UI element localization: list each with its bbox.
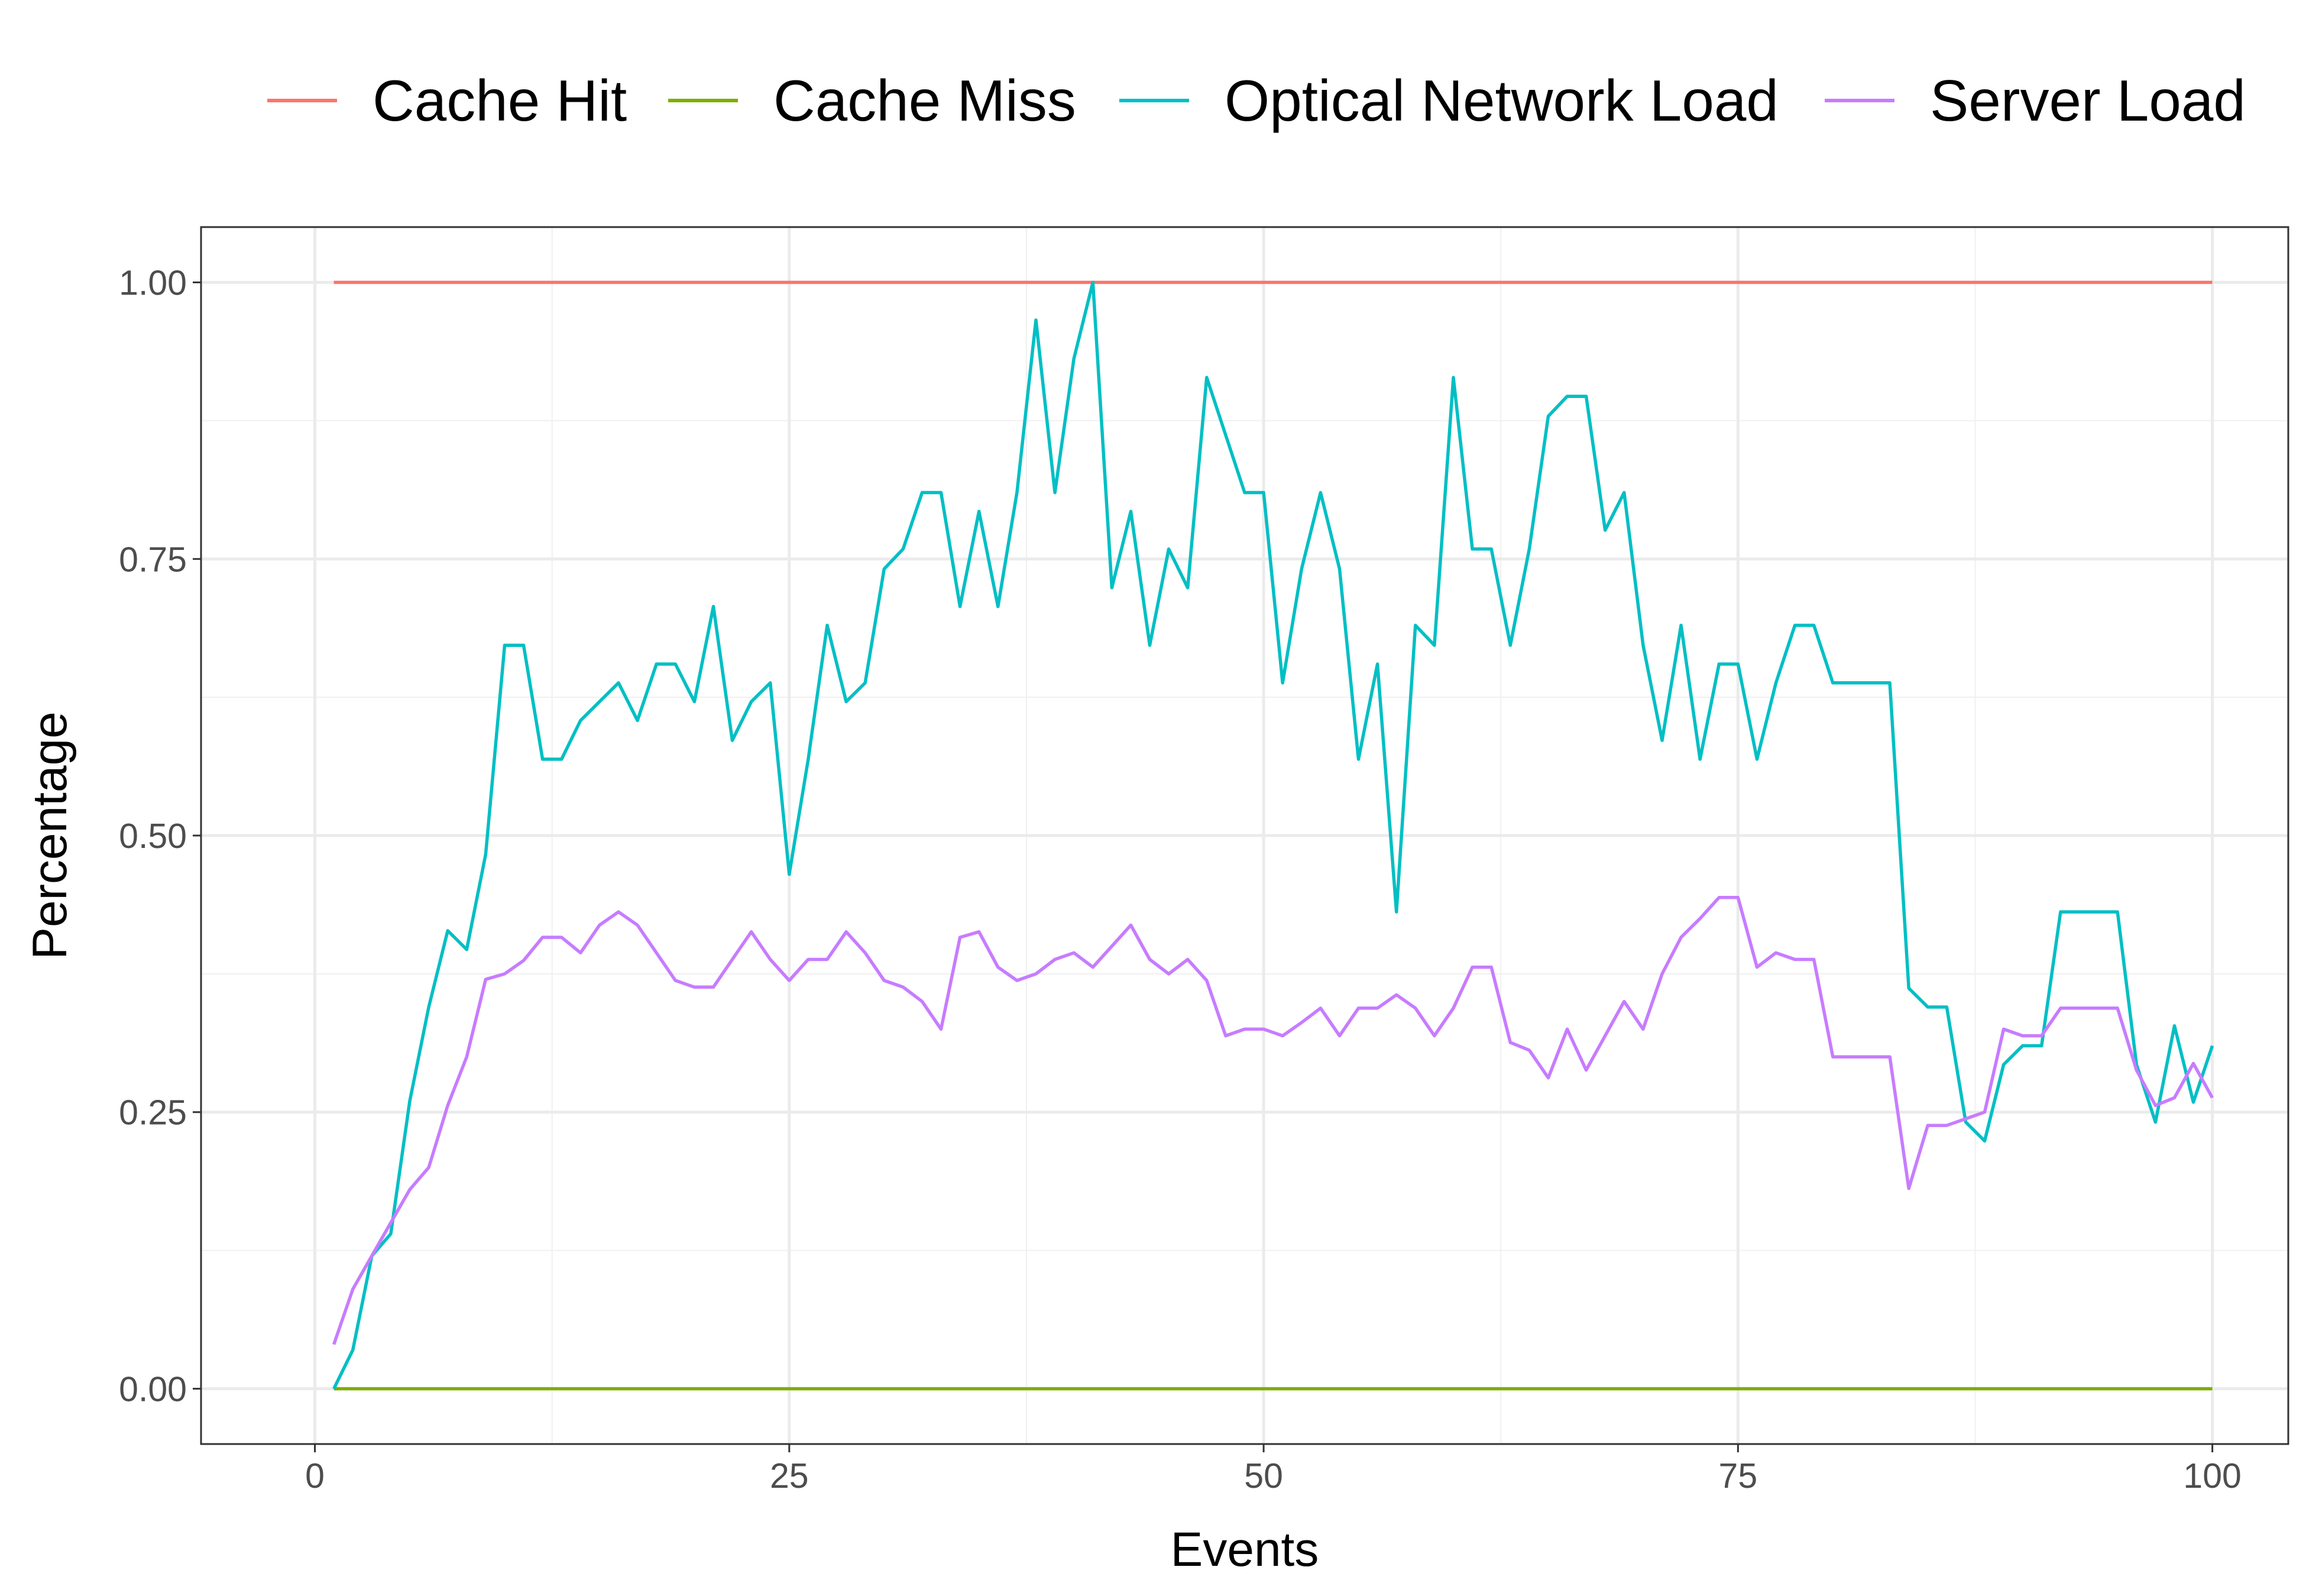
legend: Cache Hit Cache Miss Optical Network Load S… [267,68,2246,133]
x-axis-title: Events [1171,1523,1319,1576]
y-tick-label: 0.75 [119,540,187,579]
series-lines [332,280,2214,1391]
series-line-server-load [332,896,2214,1345]
x-tick-label: 0 [305,1456,325,1495]
y-tick-label: 1.00 [119,264,187,303]
x-tick-label: 25 [770,1456,809,1495]
legend-label-server-load: Server Load [1930,68,2246,133]
y-tick-label: 0.25 [119,1093,187,1132]
x-axis: 0 25 50 75 100 [305,1444,2242,1495]
x-tick-label: 100 [2183,1456,2241,1495]
legend-label-cache-miss: Cache Miss [773,68,1076,133]
legend-label-cache-hit: Cache Hit [373,68,627,133]
y-tick-label: 0.50 [119,817,187,856]
series-line-optical-network-load [332,280,2214,1390]
x-tick-label: 50 [1244,1456,1283,1495]
y-axis-title: Percentage [23,711,77,959]
y-tick-label: 0.00 [119,1370,187,1409]
x-tick-label: 75 [1719,1456,1758,1495]
y-axis: 0.00 0.25 0.50 0.75 1.00 [119,264,201,1409]
legend-label-optical-network-load: Optical Network Load [1225,68,1779,133]
